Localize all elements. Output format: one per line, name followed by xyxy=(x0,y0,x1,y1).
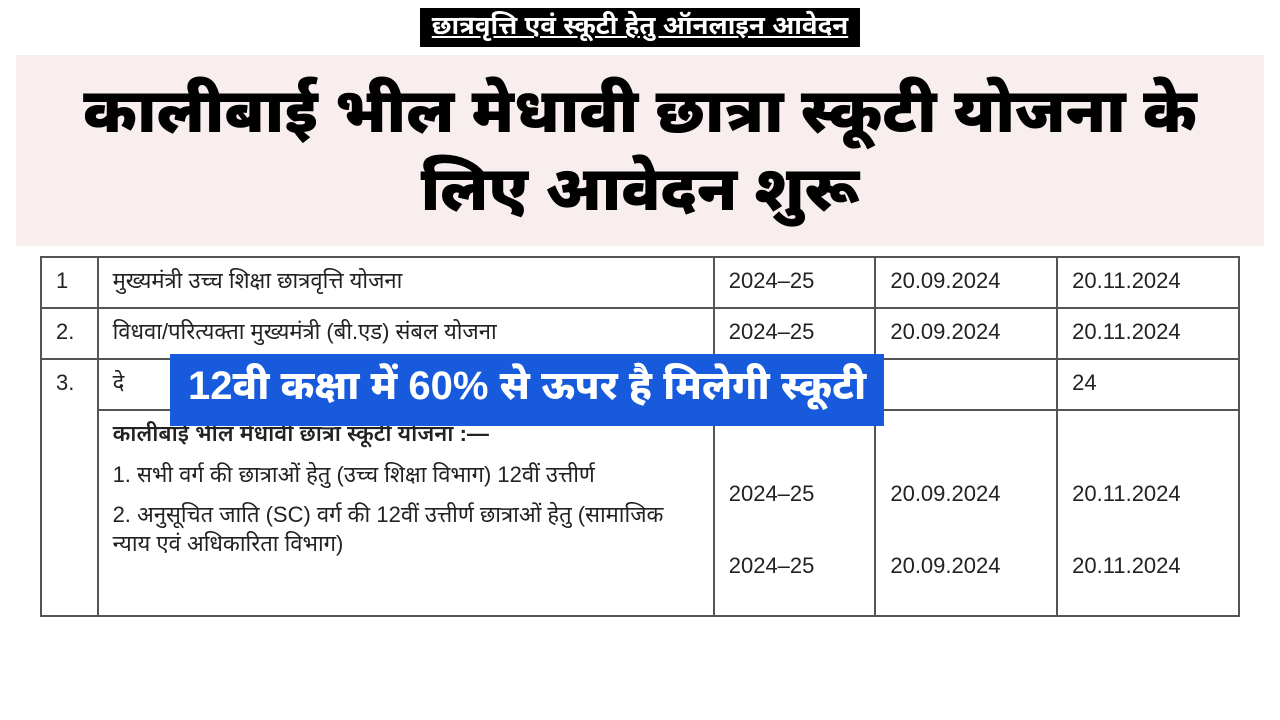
table-row: 2. विधवा/परित्यक्ता मुख्यमंत्री (बी.एड) … xyxy=(41,308,1239,359)
table-row-subgroup: कालीबाई भील मेधावी छात्रा स्कूटी योजना :… xyxy=(41,410,1239,616)
cell-from: 20.09.2024 xyxy=(875,308,1057,359)
cell-from: 20.09.2024 xyxy=(875,257,1057,308)
cell-to-partial: 24 xyxy=(1057,359,1239,410)
subgroup-item: 1. सभी वर्ग की छात्राओं हेतु (उच्च शिक्ष… xyxy=(113,460,699,490)
subgroup-list: 1. सभी वर्ग की छात्राओं हेतु (उच्च शिक्ष… xyxy=(113,460,699,559)
cell-from-multi: 20.09.2024 20.09.2024 xyxy=(875,410,1057,616)
cell-sn: 1 xyxy=(41,257,98,308)
subgroup-item: 2. अनुसूचित जाति (SC) वर्ग की 12वीं उत्त… xyxy=(113,500,699,559)
cell-year-multi: 2024–25 2024–25 xyxy=(714,410,876,616)
eligibility-banner: 12वी कक्षा में 60% से ऊपर है मिलेगी स्कू… xyxy=(170,354,884,426)
sub-to: 20.11.2024 xyxy=(1058,471,1238,543)
cell-sn: 2. xyxy=(41,308,98,359)
table-row: 1 मुख्यमंत्री उच्च शिक्षा छात्रवृत्ति यो… xyxy=(41,257,1239,308)
cell-to: 20.11.2024 xyxy=(1057,308,1239,359)
scheme-table: 1 मुख्यमंत्री उच्च शिक्षा छात्रवृत्ति यो… xyxy=(40,256,1240,617)
main-headline-block: कालीबाई भील मेधावी छात्रा स्कूटी योजना क… xyxy=(16,55,1264,246)
cell-subgroup: कालीबाई भील मेधावी छात्रा स्कूटी योजना :… xyxy=(98,410,714,616)
cell-year: 2024–25 xyxy=(714,308,876,359)
sub-to: 20.11.2024 xyxy=(1058,543,1238,615)
cell-sn: 3. xyxy=(41,359,98,616)
scheme-table-wrap: 1 मुख्यमंत्री उच्च शिक्षा छात्रवृत्ति यो… xyxy=(40,256,1240,617)
main-headline-text: कालीबाई भील मेधावी छात्रा स्कूटी योजना क… xyxy=(26,73,1254,228)
cell-year: 2024–25 xyxy=(714,257,876,308)
sub-from: 20.09.2024 xyxy=(876,471,1056,543)
cell-from xyxy=(875,359,1057,410)
cell-to-multi: 20.11.2024 20.11.2024 xyxy=(1057,410,1239,616)
sub-year: 2024–25 xyxy=(715,471,875,543)
sub-year: 2024–25 xyxy=(715,543,875,615)
sub-from: 20.09.2024 xyxy=(876,543,1056,615)
page-header: छात्रवृत्ति एवं स्कूटी हेतु ऑनलाइन आवेदन xyxy=(0,0,1280,47)
cell-scheme: मुख्यमंत्री उच्च शिक्षा छात्रवृत्ति योजन… xyxy=(98,257,714,308)
header-title: छात्रवृत्ति एवं स्कूटी हेतु ऑनलाइन आवेदन xyxy=(420,8,860,47)
cell-to: 20.11.2024 xyxy=(1057,257,1239,308)
cell-scheme: विधवा/परित्यक्ता मुख्यमंत्री (बी.एड) संब… xyxy=(98,308,714,359)
